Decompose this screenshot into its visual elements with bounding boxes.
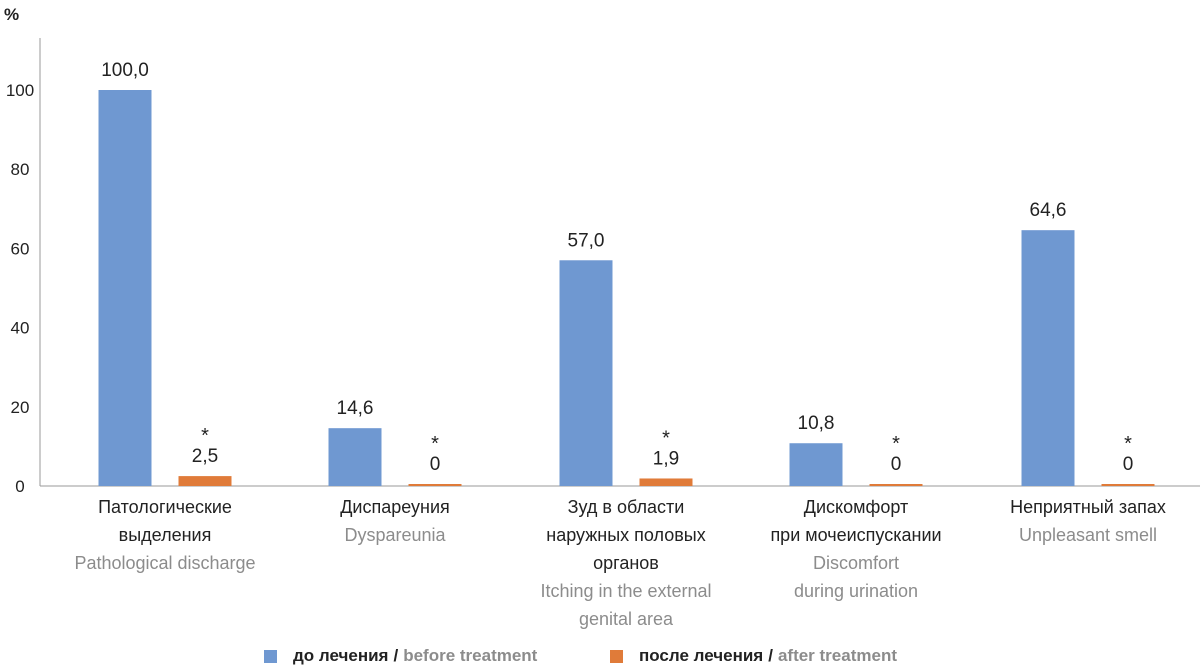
data-label: 0 [430,454,441,475]
category-label-ru: наружных половых [546,525,705,545]
legend-item-before: до лечения / before treatment [264,646,537,666]
y-tick-label: 0 [15,477,24,496]
bar-before-1 [328,428,382,486]
category-label-ru: Дискомфорт [804,497,908,517]
category-label-en: genital area [579,609,674,629]
y-tick-label: 20 [11,398,30,417]
legend-label-after-en: after treatment [777,646,897,665]
legend-swatch-after [610,649,623,663]
category-label-ru: Неприятный запах [1010,497,1166,517]
legend-separator: / [393,646,399,665]
data-label: 14,6 [337,398,374,419]
significance-mark: * [201,425,209,447]
category-labels-group: Патологические выделения Pathological disc… [74,497,1165,629]
bar-after-4 [1101,484,1155,486]
y-axis-unit-label: % [4,5,19,24]
data-label: 57,0 [568,230,605,251]
y-axis-ticks: 0 20 40 60 80 100 [6,81,34,496]
legend-label-after-ru: после лечения [639,646,764,665]
category-label-en: Pathological discharge [74,553,255,573]
category-label-en: Dyspareunia [344,525,446,545]
bar-before-3 [789,443,843,486]
legend-label-before-en: before treatment [403,646,538,665]
category-label-ru: выделения [119,525,212,545]
bar-before-0 [98,90,152,486]
data-label: 64,6 [1030,200,1067,221]
legend-item-after: после лечения / after treatment [610,646,897,666]
bar-after-0 [178,476,232,486]
significance-mark: * [431,433,439,455]
significance-mark: * [662,427,670,449]
category-label-ru: Диспареуния [340,497,450,517]
significance-mark: * [892,433,900,455]
data-label: 2,5 [192,446,218,467]
legend-separator: / [768,646,773,665]
category-label-ru: Патологические [98,497,232,517]
data-label: 0 [891,454,902,475]
category-label-ru: органов [593,553,659,573]
y-tick-label: 100 [6,81,34,100]
bar-before-4 [1021,230,1075,486]
bar-after-3 [869,484,923,486]
legend-swatch-before [264,649,277,663]
bars-group [98,90,1155,486]
y-tick-label: 40 [11,319,30,338]
bar-after-2 [639,478,693,486]
data-label: 1,9 [653,448,679,469]
legend-label-before-ru: до лечения [293,646,389,665]
category-label-en: Unpleasant smell [1019,525,1157,545]
category-label-ru: Зуд в области [568,497,685,517]
bar-before-2 [559,260,613,486]
category-label-en: during urination [794,581,918,601]
y-tick-label: 60 [11,239,30,258]
category-label-en: Discomfort [813,553,899,573]
legend: до лечения / before treatment после лече… [0,646,1200,670]
category-label-ru: при мочеиспускании [770,525,941,545]
category-label-en: Itching in the external [540,581,711,601]
data-label: 10,8 [798,413,835,434]
bar-after-1 [408,484,462,486]
significance-mark: * [1124,433,1132,455]
data-labels-group: 100,014,657,010,864,62,5*0*1,9*0*0* [101,60,1133,475]
data-label: 0 [1123,454,1134,475]
y-tick-label: 80 [11,160,30,179]
data-label: 100,0 [101,60,149,81]
